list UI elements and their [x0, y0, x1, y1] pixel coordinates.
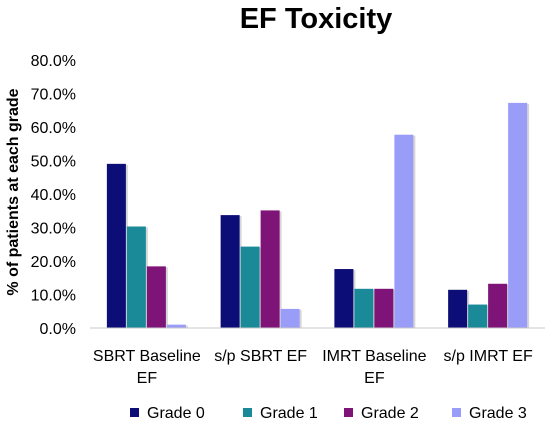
- x-category-label: IMRT Baseline: [322, 348, 426, 365]
- x-category-label: EF: [137, 370, 158, 387]
- bar: [448, 289, 468, 328]
- legend-swatch: [130, 408, 139, 417]
- legend-label: Grade 2: [361, 405, 419, 422]
- legend-swatch: [344, 408, 353, 417]
- x-category-label: s/p IMRT EF: [444, 348, 533, 365]
- legend-item: Grade 3: [452, 405, 527, 422]
- bar: [374, 288, 394, 328]
- legend-swatch: [452, 408, 461, 417]
- bar: [106, 163, 126, 328]
- bar: [334, 269, 354, 328]
- x-category-label: s/p SBRT EF: [214, 348, 307, 365]
- y-tick-label: 40.0%: [31, 187, 76, 204]
- y-tick-label: 30.0%: [31, 221, 76, 238]
- bar: [240, 246, 260, 328]
- bar: [126, 226, 146, 328]
- legend-label: Grade 1: [260, 405, 318, 422]
- bar: [488, 283, 508, 328]
- bars: [106, 102, 530, 328]
- bar: [394, 134, 414, 328]
- y-tick-label: 70.0%: [31, 87, 76, 104]
- y-tick-label: 20.0%: [31, 254, 76, 271]
- legend-item: Grade 0: [130, 405, 205, 422]
- x-category-label: EF: [364, 370, 385, 387]
- y-axis-label: % of patients at each grade: [5, 88, 22, 295]
- legend-item: Grade 2: [344, 405, 419, 422]
- bar: [146, 266, 166, 328]
- legend-label: Grade 0: [147, 405, 205, 422]
- y-tick-label: 10.0%: [31, 288, 76, 305]
- legend-label: Grade 3: [469, 405, 527, 422]
- bar: [260, 210, 280, 328]
- y-tick-label: 50.0%: [31, 154, 76, 171]
- x-category-label: SBRT Baseline: [93, 348, 201, 365]
- y-tick-label: 80.0%: [31, 53, 76, 70]
- y-tick-label: 0.0%: [40, 321, 76, 338]
- legend: Grade 0 Grade 1 Grade 2 Grade 3: [130, 405, 527, 422]
- legend-swatch: [243, 408, 252, 417]
- y-axis-ticks: 0.0% 10.0% 20.0% 30.0% 40.0% 50.0% 60.0% 70.0% 8…: [31, 53, 76, 338]
- bar: [468, 304, 488, 328]
- bar: [508, 102, 528, 328]
- bar: [220, 215, 240, 328]
- chart-title: EF Toxicity: [240, 3, 393, 35]
- bar: [166, 324, 186, 328]
- bar: [354, 288, 374, 328]
- y-tick-label: 60.0%: [31, 120, 76, 137]
- x-axis-categories: SBRT Baseline EF s/p SBRT EF IMRT Baseline E…: [93, 348, 533, 387]
- bar: [280, 308, 300, 328]
- legend-item: Grade 1: [243, 405, 318, 422]
